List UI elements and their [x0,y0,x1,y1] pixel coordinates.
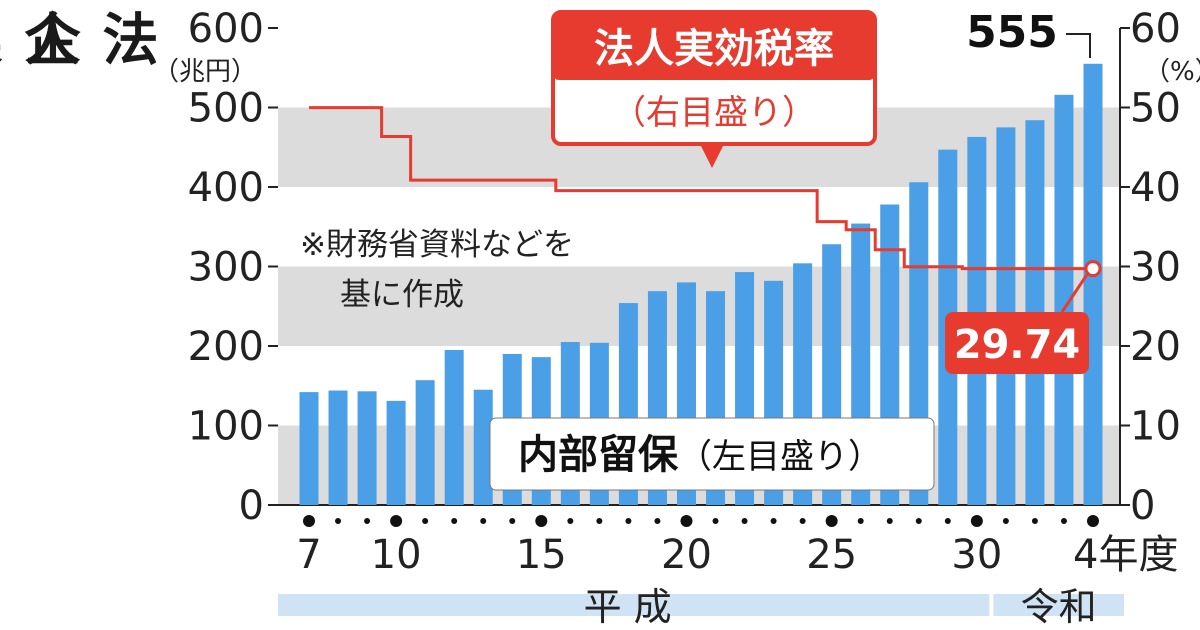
x-tick-dot [886,518,893,524]
rate-legend-label: 法人実効税率 [594,26,834,72]
rate-callout-box [945,312,1089,374]
x-tick-dot [567,518,574,524]
era-band [278,594,990,616]
x-tick-label: 25 [806,532,857,578]
left-axis-tick-label: 0 [239,483,264,529]
rate-line [309,106,1093,271]
left-axis-unit: （兆円） [153,57,257,87]
rate-callout-value: 29.74 [954,322,1081,368]
x-tick-dot [770,518,777,524]
bar [444,349,464,505]
title-line-2: 企業の内部留保の推移 [0,10,80,68]
x-tick-dot [535,515,548,527]
era-label: 令和 [1021,585,1097,629]
note-line-1: ※財務省資料などを [300,227,574,263]
left-axis-tick-label: 600 [188,6,264,52]
rate-legend-header [553,12,875,80]
x-tick-dot [335,518,342,524]
era-label: 平成 [584,585,684,629]
x-tick-dot [364,518,371,524]
x-tick-dot [509,518,516,524]
right-axis-tick-label: 0 [1130,483,1155,529]
x-tick-dot [741,518,748,524]
x-tick-dot [1060,518,1067,524]
bar-callout-value: 555 [966,7,1058,58]
x-tick-label: 20 [661,532,712,578]
left-axis-tick-label: 500 [188,86,264,132]
right-axis-tick-label: 30 [1130,245,1181,291]
x-tick-dot [1087,515,1099,527]
right-axis-tick-label: 50 [1130,86,1181,132]
x-tick-dot [596,518,603,524]
x-tick-dot [857,518,864,524]
x-tick-dot [680,515,693,527]
x-tick-dot [944,518,951,524]
x-tick-dot [970,515,983,527]
x-tick-dot [451,518,458,524]
rate-end-marker [1084,260,1102,278]
x-tick-label: 10 [371,532,422,578]
bar [415,380,435,505]
note-line-2: 基に作成 [340,277,464,313]
bar [299,392,319,505]
x-tick-dot [625,518,632,524]
right-axis-tick-label: 10 [1130,404,1181,450]
bar-callout-leader [1066,33,1091,58]
left-axis-tick-label: 100 [188,404,264,450]
x-tick-dot [480,518,487,524]
rate-callout-leader [1060,273,1089,313]
right-axis-tick-label: 20 [1130,324,1181,370]
retained-legend-name: 内部留保 [518,432,679,478]
bar [473,389,493,505]
x-tick-dot [1002,518,1009,524]
rate-legend-pointer [700,144,724,168]
right-axis-unit: （%） [1144,57,1200,87]
title-line-1: 法人実効税率と [0,10,158,68]
retained-legend-note: （左目盛り） [678,437,882,477]
x-tick-dot [825,515,838,527]
left-axis-tick-label: 300 [188,245,264,291]
x-tick-label: 4年度 [1073,532,1178,578]
x-tick-label: 15 [516,532,567,578]
x-tick-dot [1031,518,1038,524]
x-tick-dot [654,518,661,524]
x-tick-label: 30 [951,532,1002,578]
rate-legend-note: （右目盛り） [612,93,816,133]
bar [328,390,348,505]
bar [1083,63,1103,506]
left-axis-tick-label: 200 [188,324,264,370]
x-tick-dot [390,515,403,527]
bar [357,391,377,505]
left-axis-tick-label: 400 [188,165,264,211]
right-axis-tick-label: 60 [1130,6,1181,52]
era-band [993,594,1124,616]
retained-legend-box [489,417,935,491]
x-tick-dot [799,518,806,524]
x-tick-label: 7 [296,532,321,578]
x-tick-dot [712,518,719,524]
bar [386,400,406,505]
right-axis-tick-label: 40 [1130,165,1181,211]
retained-legend-label: 内部留保（左目盛り） [518,432,882,478]
x-tick-dot [915,518,922,524]
x-tick-dot [422,518,429,524]
x-tick-dot [303,515,315,527]
bar [1054,94,1074,505]
